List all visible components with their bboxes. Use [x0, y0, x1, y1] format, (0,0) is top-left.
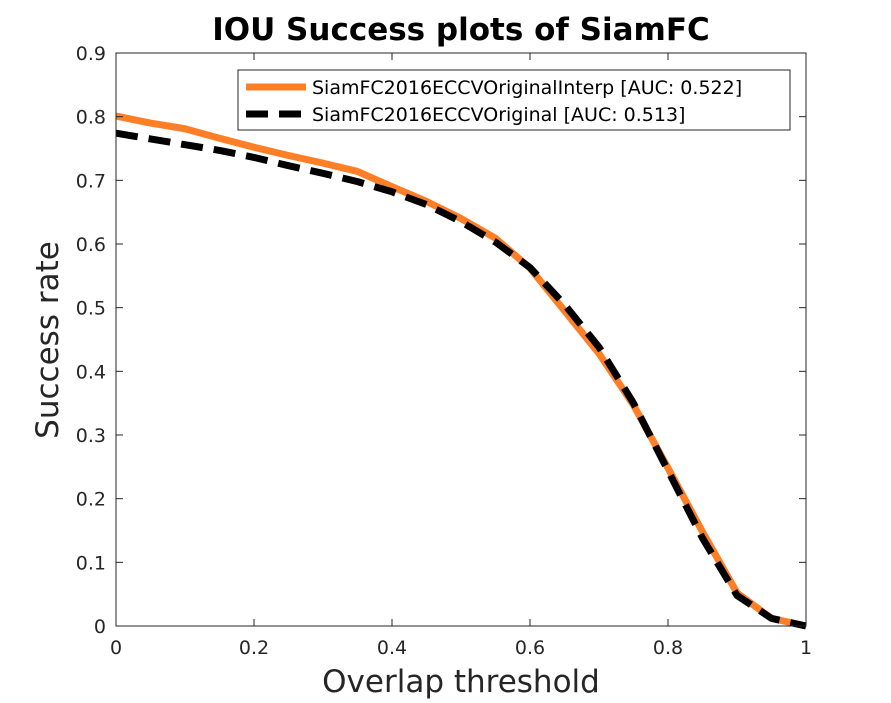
tick-marks — [115, 52, 807, 627]
y-tick-label: 0.3 — [76, 425, 106, 447]
x-tick-label: 0 — [110, 637, 122, 659]
x-axis-label: Overlap threshold — [322, 664, 600, 700]
legend: SiamFC2016ECCVOriginalInterp [AUC: 0.522… — [237, 69, 791, 131]
plot-frame — [115, 52, 807, 627]
series-line-1 — [115, 129, 807, 630]
y-tick-label: 0 — [94, 616, 106, 638]
legend-entry-interp: SiamFC2016ECCVOriginalInterp [AUC: 0.522… — [312, 77, 742, 99]
y-tick-label: 0.7 — [76, 170, 106, 192]
y-tick-label: 0.4 — [76, 361, 106, 383]
x-tick-label: 0.6 — [515, 637, 545, 659]
series-layer — [115, 112, 807, 630]
y-tick-label: 0.2 — [76, 489, 106, 511]
x-tick-label: 0.2 — [239, 637, 269, 659]
y-tick-label: 0.9 — [76, 43, 106, 65]
y-tick-label: 0.6 — [76, 234, 106, 256]
y-tick-label: 0.1 — [76, 552, 106, 574]
tick-labels: 0 0.2 0.4 0.6 0.8 1 0 0.1 0.2 0.3 0.4 0.5 0.6 0.7 0.8 0… — [76, 43, 812, 659]
x-tick-label: 0.4 — [377, 637, 407, 659]
legend-box — [237, 69, 791, 131]
chart-title: IOU Success plots of SiamFC — [212, 12, 710, 48]
plot-area — [116, 53, 806, 626]
x-tick-label: 0.8 — [653, 637, 683, 659]
legend-entry-original: SiamFC2016ECCVOriginal [AUC: 0.513] — [312, 104, 685, 126]
y-tick-label: 0.5 — [76, 298, 106, 320]
y-tick-label: 0.8 — [76, 107, 106, 129]
x-tick-label: 1 — [800, 637, 812, 659]
y-axis-label: Success rate — [30, 241, 66, 439]
